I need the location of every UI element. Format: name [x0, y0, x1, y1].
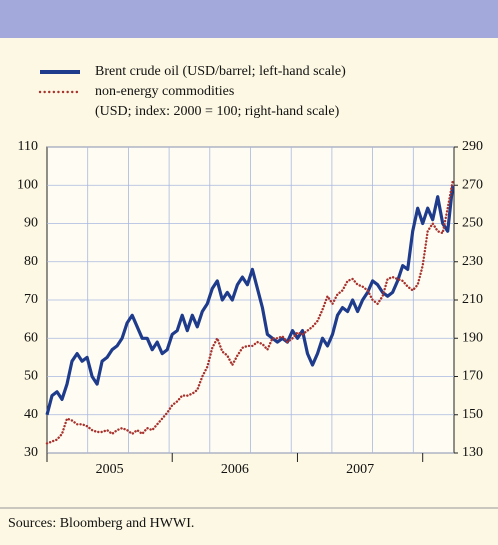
series-line: [45, 180, 454, 445]
y2-tick-label: 150: [462, 407, 483, 422]
y2-tick-label: 170: [462, 369, 483, 384]
legend-label: Brent crude oil (USD/barrel; left-hand s…: [95, 64, 346, 79]
y-tick-label: 50: [24, 369, 38, 384]
y2-tick-label: 290: [462, 139, 483, 154]
y2-tick-label: 250: [462, 216, 483, 231]
y-tick-label: 40: [24, 407, 38, 422]
source: Sources: Bloomberg and HWWI.: [8, 516, 194, 531]
y-tick-label: 100: [17, 177, 38, 192]
series-line: [45, 185, 455, 416]
x-tick-label: 2006: [221, 462, 249, 477]
y-tick-label: 80: [24, 254, 38, 269]
x-tick-label: 2007: [346, 462, 374, 477]
legend-note: (USD; index: 2000 = 100; right-hand scal…: [95, 104, 340, 119]
y2-tick-label: 270: [462, 177, 483, 192]
y2-tick-label: 130: [462, 445, 483, 460]
header-band: [0, 0, 498, 38]
y2-tick-label: 190: [462, 330, 483, 345]
y-tick-label: 70: [24, 292, 38, 307]
y2-tick-label: 230: [462, 254, 483, 269]
y-tick-label: 60: [24, 330, 38, 345]
x-tick-label: 2005: [96, 462, 124, 477]
legend-label: non-energy commodities: [95, 84, 234, 99]
y-tick-label: 110: [18, 139, 38, 154]
y-tick-label: 90: [24, 216, 38, 231]
y2-tick-label: 210: [462, 292, 483, 307]
y-tick-label: 30: [24, 445, 38, 460]
